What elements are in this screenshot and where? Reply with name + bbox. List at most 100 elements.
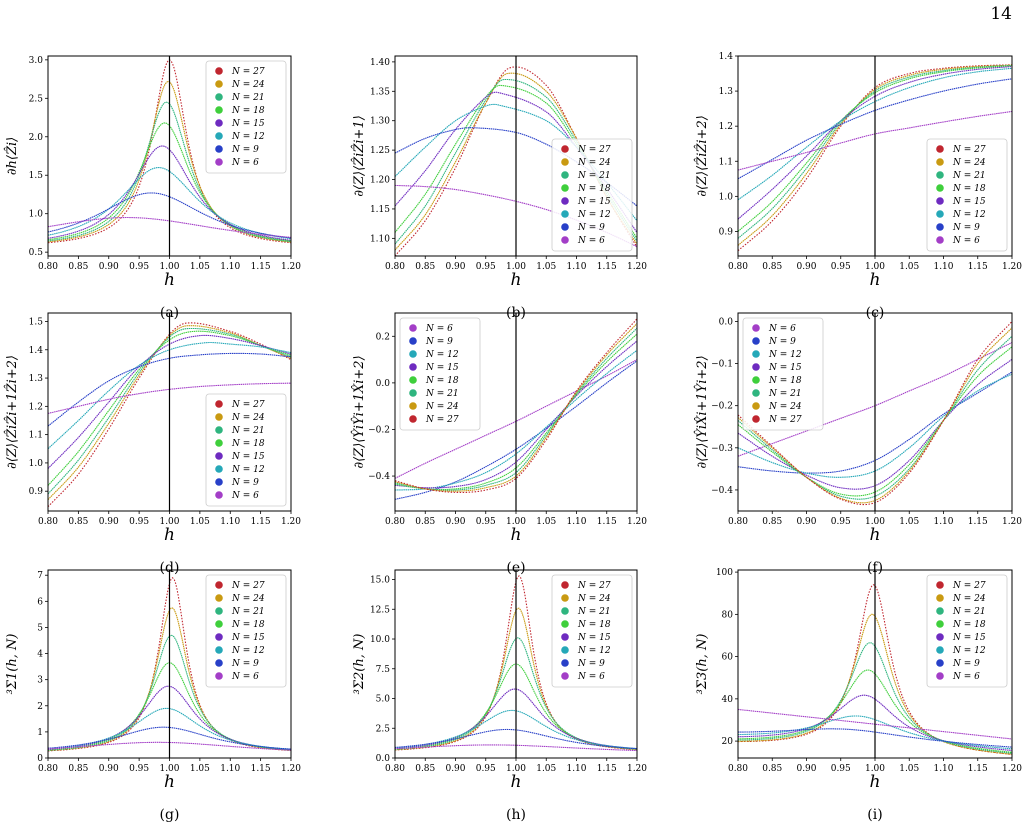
- legend-label: N = 6: [425, 324, 453, 334]
- series-line: [737, 65, 1013, 220]
- legend-label: N = 18: [577, 620, 611, 630]
- x-tick-label: 1.00: [159, 262, 179, 272]
- legend-marker: [215, 80, 223, 88]
- x-tick-label: 1.05: [536, 517, 556, 527]
- y-axis-label: ³Σ3(h, N): [695, 634, 710, 695]
- x-tick-label: 1.10: [933, 764, 953, 774]
- panel-caption: (d): [160, 560, 180, 576]
- y-tick-label: 1.3: [29, 374, 44, 384]
- y-tick-label: 20: [722, 737, 734, 747]
- legend-marker: [215, 119, 223, 127]
- legend-box: [551, 138, 633, 252]
- y-tick-label: 1.0: [29, 459, 44, 469]
- x-tick-label: 0.90: [445, 262, 465, 272]
- legend-label: N = 27: [952, 581, 986, 591]
- legend: N = 6 N = 9 N = 12 N = 15 N = 18 N = 21 N = 24…: [399, 317, 481, 431]
- x-axis-label: h: [164, 525, 175, 545]
- legend-label: N = 27: [768, 415, 802, 425]
- y-tick-label: −0.4: [711, 486, 733, 496]
- series-line: [394, 318, 638, 493]
- x-tick-label: 0.90: [445, 517, 465, 527]
- y-tick-label: 2.0: [29, 133, 44, 143]
- legend-box: [205, 60, 287, 174]
- legend-marker: [215, 158, 223, 166]
- y-axis-label: ∂⟨Z⟩⟨ẐiẐi+1Ẑi+2⟩: [4, 355, 20, 469]
- legend-box: [399, 317, 481, 431]
- legend-label: N = 18: [231, 106, 265, 116]
- y-tick-label: 40: [722, 695, 734, 705]
- page-number: 14: [990, 4, 1012, 24]
- chart-panel-g: 0.80 0.85 0.90 0.95 1.00 1.05 1.10 1.15 1.20 0 1 2 3…: [5, 569, 301, 823]
- x-tick-label: 0.85: [762, 517, 782, 527]
- legend-marker: [409, 324, 417, 332]
- x-axis-label: h: [870, 772, 881, 792]
- x-axis-label: h: [511, 525, 522, 545]
- legend: N = 6 N = 9 N = 12 N = 15 N = 18 N = 21 N = 24…: [742, 317, 824, 431]
- y-tick-label: 3.0: [29, 56, 44, 66]
- legend-label: N = 9: [768, 337, 796, 347]
- y-tick-label: 2.5: [376, 724, 391, 734]
- legend-marker: [561, 184, 569, 192]
- x-tick-label: 1.05: [190, 262, 210, 272]
- legend-marker: [215, 659, 223, 667]
- y-tick-label: 1.25: [370, 146, 390, 156]
- legend-marker: [215, 67, 223, 75]
- legend-label: N = 15: [768, 363, 802, 373]
- y-tick-label: 6: [37, 597, 43, 607]
- legend-marker: [215, 478, 223, 486]
- legend-label: N = 9: [425, 337, 453, 347]
- x-tick-label: 1.20: [627, 517, 647, 527]
- x-tick-label: 1.20: [281, 262, 301, 272]
- x-tick-label: 1.00: [865, 764, 885, 774]
- x-tick-label: 1.05: [190, 764, 210, 774]
- legend-marker: [561, 210, 569, 218]
- x-tick-label: 1.15: [968, 517, 988, 527]
- legend-label: N = 18: [425, 376, 459, 386]
- y-tick-label: 1.20: [370, 176, 390, 186]
- legend-label: N = 15: [952, 633, 986, 643]
- legend-label: N = 9: [577, 659, 605, 669]
- x-tick-label: 0.85: [68, 517, 88, 527]
- y-tick-label: −0.2: [711, 402, 733, 412]
- legend-marker: [409, 337, 417, 345]
- y-tick-label: 1.1: [29, 431, 43, 441]
- y-tick-label: 7.5: [376, 665, 391, 675]
- x-tick-label: 1.10: [566, 262, 586, 272]
- x-tick-label: 1.20: [1002, 764, 1022, 774]
- y-tick-label: 1.4: [719, 52, 734, 62]
- legend-label: N = 15: [952, 197, 986, 207]
- legend-box: [926, 138, 1008, 252]
- legend-marker: [215, 400, 223, 408]
- legend-label: N = 12: [425, 350, 459, 360]
- x-tick-label: 0.95: [831, 764, 851, 774]
- legend-marker: [215, 413, 223, 421]
- y-tick-label: 60: [722, 653, 734, 663]
- y-tick-label: 5: [37, 623, 43, 633]
- x-tick-label: 0.80: [385, 517, 405, 527]
- series-line: [738, 669, 1013, 753]
- y-tick-label: 1.15: [370, 205, 390, 215]
- chart-panel-f: 0.80 0.85 0.90 0.95 1.00 1.05 1.10 1.15 1.20 −0.4…: [694, 312, 1022, 576]
- series-line: [47, 166, 292, 240]
- y-tick-label: −0.2: [368, 425, 390, 435]
- legend-marker: [215, 607, 223, 615]
- legend-label: N = 27: [231, 67, 265, 77]
- legend-label: N = 6: [952, 236, 980, 246]
- legend-marker: [561, 581, 569, 589]
- legend-label: N = 21: [577, 607, 611, 617]
- legend-marker: [752, 376, 760, 384]
- x-tick-label: 1.00: [865, 262, 885, 272]
- legend-label: N = 24: [231, 594, 265, 604]
- y-tick-label: 1: [37, 728, 43, 738]
- chart-panel-b: 0.80 0.85 0.90 0.95 1.00 1.05 1.10 1.15 1.20 1.10…: [351, 55, 647, 321]
- legend-label: N = 12: [231, 132, 265, 142]
- legend-marker: [936, 171, 944, 179]
- x-tick-label: 0.85: [415, 764, 435, 774]
- legend-label: N = 27: [577, 145, 611, 155]
- legend-marker: [215, 452, 223, 460]
- panel-caption: (i): [867, 807, 882, 823]
- chart-panel-h: 0.80 0.85 0.90 0.95 1.00 1.05 1.10 1.15 1.20 0.0 2…: [352, 569, 647, 823]
- legend-marker: [409, 389, 417, 397]
- series-line: [738, 642, 1013, 754]
- y-axis-label: ³Σ1(h, N): [5, 634, 20, 695]
